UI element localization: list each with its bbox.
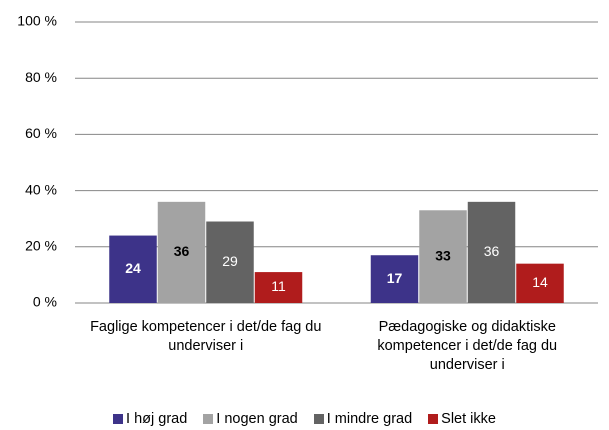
- bar: [419, 210, 467, 303]
- y-tick-label: 80 %: [25, 69, 57, 85]
- bar: [370, 255, 419, 303]
- data-label: 33: [435, 247, 451, 263]
- legend-label: I høj grad: [126, 411, 188, 427]
- legend-swatch: [113, 414, 124, 424]
- bar: [206, 221, 254, 303]
- legend-swatch: [428, 414, 439, 424]
- legend: I høj grad I nogen grad I mindre grad Slet …: [0, 411, 609, 427]
- data-label: 36: [484, 243, 500, 259]
- bar: [157, 201, 206, 303]
- data-label: 11: [271, 278, 286, 294]
- legend-swatch: [203, 414, 214, 424]
- legend-item: I høj grad: [113, 411, 187, 427]
- legend-item: I nogen grad: [203, 411, 298, 427]
- y-tick-label: 0 %: [33, 294, 57, 310]
- data-label: 14: [532, 274, 548, 290]
- x-tick-label: Pædagogiske og didaktiske kompetencer i …: [377, 319, 558, 373]
- y-tick-label: 20 %: [25, 238, 57, 254]
- bar: [254, 272, 303, 303]
- legend-item: I mindre grad: [313, 411, 413, 427]
- bar: [109, 235, 157, 303]
- legend-label: I nogen grad: [216, 411, 298, 427]
- y-tick-label: 60 %: [25, 125, 57, 141]
- legend-label: I mindre grad: [326, 411, 413, 427]
- bar: [467, 201, 516, 303]
- legend-label: Slet ikke: [441, 411, 496, 427]
- legend-item: Slet ikke: [428, 411, 496, 427]
- data-label: 29: [222, 253, 238, 269]
- legend-swatch: [313, 414, 324, 424]
- y-tick-label: 100 %: [17, 13, 57, 29]
- data-label: 17: [387, 270, 403, 286]
- bar: [516, 263, 564, 303]
- x-tick-label: Faglige kompetencer i det/de fag du unde…: [90, 319, 322, 354]
- data-label: 36: [174, 243, 190, 259]
- data-label: 24: [125, 260, 141, 276]
- y-tick-label: 40 %: [25, 181, 57, 197]
